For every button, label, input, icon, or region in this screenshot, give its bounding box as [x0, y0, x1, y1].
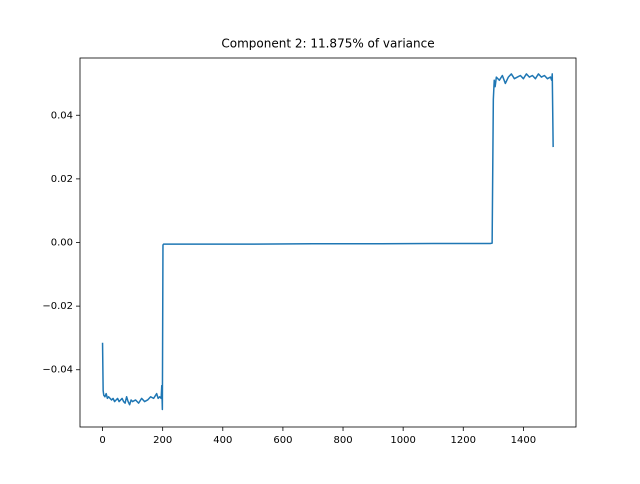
x-tick-label: 800 — [333, 435, 352, 446]
x-tick-label: 1400 — [511, 435, 536, 446]
x-tick-label: 200 — [153, 435, 172, 446]
y-tick-label: 0.02 — [51, 174, 73, 185]
x-tick-label: 1200 — [451, 435, 476, 446]
x-tick-label: 600 — [273, 435, 292, 446]
x-tick-label: 1000 — [390, 435, 415, 446]
y-tick-label: −0.02 — [42, 301, 73, 312]
chart-title: Component 2: 11.875% of variance — [221, 37, 434, 51]
data-line — [101, 73, 554, 411]
plot-frame — [79, 57, 577, 428]
y-tick-label: 0.00 — [51, 238, 73, 249]
x-tick-label: 400 — [213, 435, 232, 446]
x-tick-label: 0 — [99, 435, 105, 446]
y-tick-label: −0.04 — [42, 365, 73, 376]
y-tick-label: 0.04 — [51, 110, 73, 121]
